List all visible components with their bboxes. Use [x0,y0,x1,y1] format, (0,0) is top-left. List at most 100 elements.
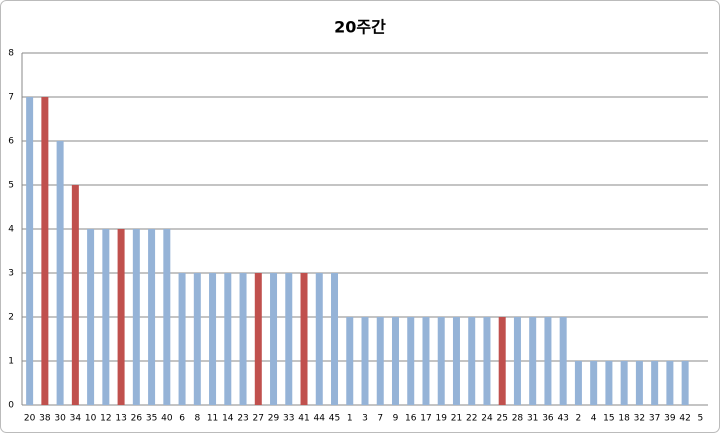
x-tick-label: 27 [253,414,264,424]
x-tick-label: 14 [222,414,234,424]
chart-title: 20주간 [334,18,386,37]
bar [209,273,217,405]
bar [498,317,506,405]
x-tick-label: 7 [377,414,383,424]
x-tick-label: 31 [527,414,538,424]
x-tick-label: 12 [100,414,111,424]
y-tick-label: 0 [8,401,14,411]
bar [666,361,674,405]
bar [559,317,567,405]
x-tick-label: 6 [179,414,185,424]
x-tick-label: 17 [420,414,431,424]
bar [483,317,491,405]
bar [681,361,689,405]
bar [315,273,323,405]
x-tick-label: 35 [146,414,157,424]
x-tick-label: 9 [393,414,399,424]
x-tick-label: 32 [634,414,645,424]
x-tick-label: 39 [664,414,676,424]
x-tick-label: 43 [557,414,568,424]
bar [590,361,598,405]
x-tick-label: 45 [329,414,340,424]
bar [178,273,186,405]
x-tick-label: 8 [194,414,200,424]
y-tick-label: 2 [8,313,14,323]
x-tick-label: 44 [314,414,326,424]
bar [452,317,460,405]
bar [254,273,262,405]
x-tick-label: 1 [347,414,353,424]
x-tick-label: 24 [481,414,493,424]
x-tick-label: 13 [115,414,126,424]
bar [574,361,582,405]
bar [346,317,354,405]
x-tick-label: 30 [54,414,66,424]
x-tick-label: 23 [237,414,248,424]
bar [102,229,110,405]
bar [239,273,247,405]
x-tick-label: 19 [435,414,447,424]
bar [422,317,430,405]
x-tick-label: 11 [207,414,218,424]
x-tick-label: 10 [85,414,97,424]
x-tick-label: 22 [466,414,477,424]
bar [376,317,384,405]
y-tick-label: 5 [8,181,14,191]
x-tick-label: 15 [603,414,614,424]
bar [117,229,125,405]
bar [132,229,140,405]
bar [361,317,369,405]
x-tick-label: 37 [649,414,660,424]
bar [26,97,34,405]
bar [605,361,613,405]
bar [87,229,95,405]
bar [41,97,49,405]
bar [331,273,339,405]
bar [300,273,308,405]
x-tick-label: 26 [131,414,143,424]
bar [529,317,537,405]
bar [620,361,628,405]
bar [635,361,643,405]
bar [193,273,201,405]
bar [437,317,445,405]
bar [468,317,476,405]
x-tick-label: 21 [451,414,462,424]
x-tick-label: 3 [362,414,368,424]
x-tick-label: 33 [283,414,294,424]
x-tick-label: 28 [512,414,524,424]
x-tick-label: 18 [618,414,630,424]
x-tick-label: 2 [576,414,582,424]
y-tick-label: 4 [8,225,14,235]
x-tick-label: 5 [698,414,704,424]
y-tick-label: 7 [8,93,14,103]
bar [651,361,659,405]
bar [544,317,552,405]
y-tick-label: 1 [8,357,14,367]
bar [407,317,415,405]
bar [270,273,278,405]
y-tick-label: 8 [8,49,14,59]
bar [285,273,293,405]
x-tick-label: 16 [405,414,417,424]
x-tick-label: 42 [679,414,690,424]
y-tick-label: 6 [8,137,14,147]
bar [148,229,156,405]
bar [391,317,399,405]
x-tick-label: 4 [591,414,597,424]
x-tick-label: 34 [70,414,82,424]
bar [163,229,171,405]
bar [71,185,79,405]
x-tick-label: 25 [496,414,507,424]
x-tick-label: 20 [24,414,36,424]
x-tick-label: 36 [542,414,554,424]
x-tick-label: 41 [298,414,309,424]
x-tick-label: 38 [39,414,51,424]
y-tick-label: 3 [8,269,14,279]
x-tick-label: 40 [161,414,173,424]
bar [56,141,64,405]
x-tick-label: 29 [268,414,280,424]
bar [224,273,232,405]
bar [513,317,521,405]
